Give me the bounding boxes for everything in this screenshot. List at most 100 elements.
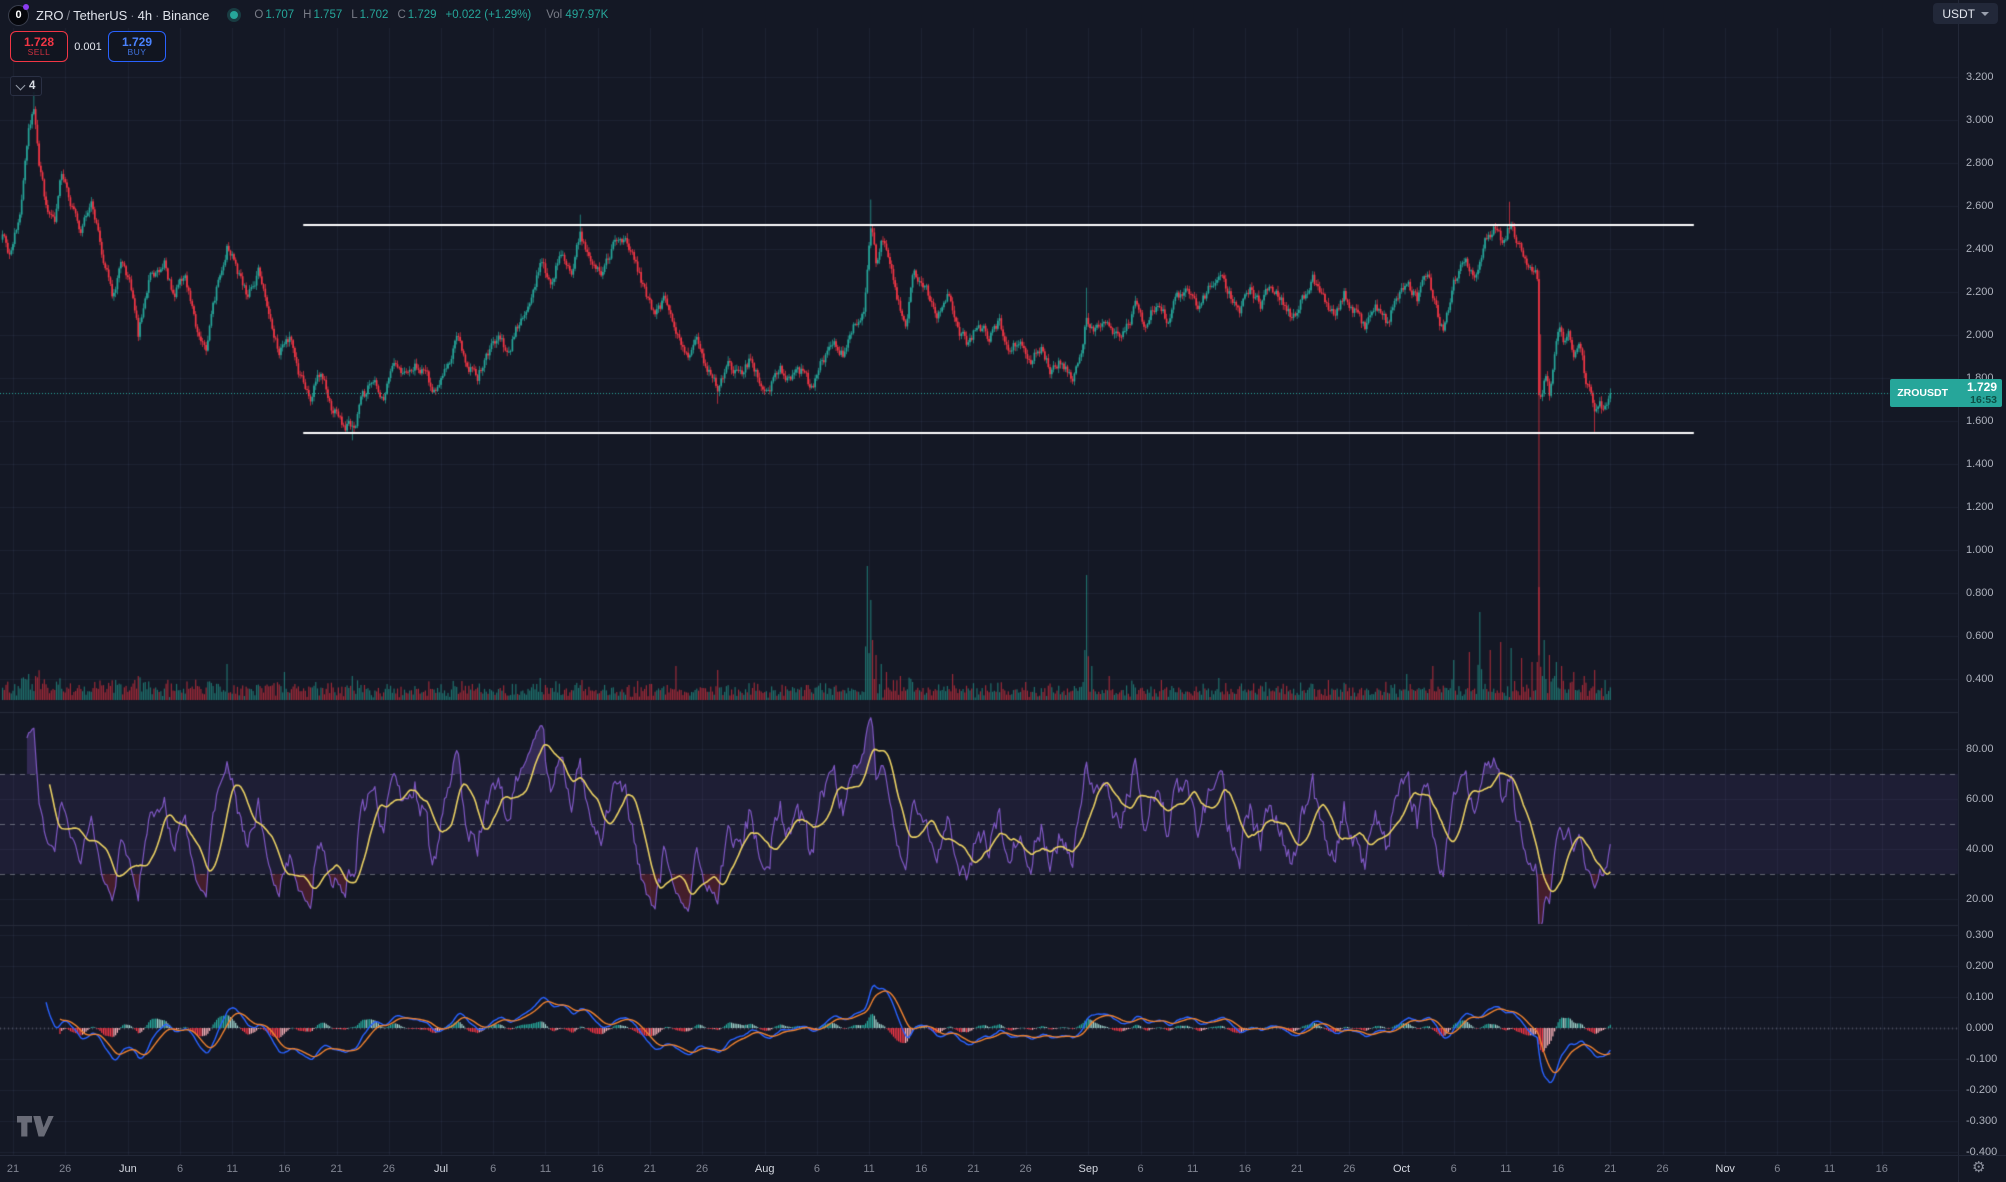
volume-readout: Vol 497.97K [546,9,609,21]
dot-separator: · [130,7,135,23]
time-axis-label: Jun [118,1163,137,1175]
time-axis-label: Jul [434,1163,449,1175]
sell-button[interactable]: 1.728 SELL [10,31,68,62]
time-axis-label: 26 [1656,1163,1669,1175]
pair-name[interactable]: TetherUS [73,7,128,23]
ohlc-low: L 1.702 [351,9,389,21]
time-axis-label: Sep [1078,1163,1099,1175]
price-axis-label: 2.800 [1966,157,1994,169]
macd-axis-label: -0.100 [1966,1053,1998,1065]
time-axis-label: 11 [1823,1163,1836,1175]
sell-label: SELL [27,47,51,58]
time-axis-label: 16 [1551,1163,1565,1175]
symbol-logo-letter: 0 [15,9,22,21]
interval-selector[interactable]: 4h [137,7,153,23]
price-axis-label: 3.200 [1966,71,1994,83]
collapsed-indicators-chip[interactable]: 4 [10,76,43,96]
indicators-count: 4 [29,80,36,92]
price-axis-label: 1.000 [1966,544,1994,556]
time-axis-label: 11 [226,1163,238,1175]
sell-price: 1.728 [23,34,55,49]
gear-icon[interactable]: ⚙ [1972,1159,1986,1176]
badge-symbol: ZROUSDT [1890,379,1955,407]
price-axis-label: 2.400 [1966,243,1994,255]
macd-axis-label: 0.000 [1966,1022,1994,1034]
time-axis-label: 21 [6,1163,20,1175]
price-axis-label: 1.600 [1966,415,1994,427]
time-axis-label: 21 [967,1163,980,1175]
symbol-title[interactable]: ZRO / TetherUS · 4h · Binance [36,8,209,23]
badge-price: 1.729 [1966,380,1997,394]
price-axis-label: 3.000 [1966,114,1994,126]
time-axis-label: Oct [1392,1163,1411,1175]
time-axis-label: 11 [863,1163,875,1175]
time-axis-label: 6 [813,1163,820,1175]
market-status-icon[interactable] [230,11,239,19]
price-change: +0.022 (+1.29%) [445,9,532,21]
time-axis-label: 26 [1019,1163,1032,1175]
macd-axis-label: 0.300 [1966,929,1994,941]
logo-accent-dot [23,3,29,10]
pair-separator: / [66,7,71,23]
badge-countdown: 16:53 [1970,394,1997,406]
price-axis-label: 1.200 [1966,501,1994,513]
time-axis-label: 21 [330,1163,343,1175]
time-axis-label: 16 [1238,1163,1252,1175]
ohlc-open: O 1.707 [254,9,295,21]
axis-corner [1958,1155,2006,1182]
time-axis-label: 21 [1604,1163,1617,1175]
price-axis-label: 2.000 [1966,329,1994,341]
price-axis-label: 2.200 [1966,286,1994,298]
last-price-badge[interactable]: ZROUSDT 1.729 16:53 [1890,379,2002,407]
chevron-down-icon [1981,11,1989,16]
time-axis-label: 21 [1290,1163,1304,1175]
symbol-name[interactable]: ZRO [36,7,64,23]
time-axis-label: 6 [1774,1163,1781,1175]
time-axis-label: 26 [59,1163,72,1175]
macd-axis-label: 0.100 [1966,991,1994,1003]
macd-axis-label: -0.300 [1966,1115,1998,1127]
trade-panel: 1.728 SELL 0.001 1.729 BUY [10,31,166,62]
ohlc-close: C 1.729 [397,9,437,21]
currency-dropdown-label: USDT [1942,6,1975,21]
time-axis-label: 6 [1450,1163,1457,1175]
macd-axis-label: 0.200 [1966,960,1994,972]
time-axis-label: Aug [754,1163,775,1175]
symbol-logo[interactable]: 0 [8,3,29,26]
price-axis-label: 0.600 [1966,630,1994,642]
ohlc-high: H 1.757 [303,9,343,21]
price-axis[interactable]: 3.200 3.000 2.800 2.600 2.400 2.200 2.000 1.800… [1958,0,2006,1158]
dot-separator: · [155,7,160,23]
time-axis-label: 16 [915,1163,928,1175]
price-axis-label: 0.800 [1966,587,1994,599]
time-axis-label: 26 [1343,1163,1356,1175]
time-axis-label: 11 [1187,1163,1199,1175]
price-axis-label: 0.400 [1966,673,1994,685]
spread-value: 0.001 [74,40,102,53]
time-axis-label: 11 [539,1163,552,1175]
macd-axis-label: -0.200 [1966,1084,1998,1096]
time-axis-label: Nov [1715,1163,1735,1175]
time-axis-label: 16 [278,1163,291,1175]
buy-price: 1.729 [121,34,153,49]
symbol-header: 0 ZRO / TetherUS · 4h · Binance O 1.707 H 1.757 … [8,3,608,27]
time-axis-label: 21 [643,1163,656,1175]
rsi-axis-label: 60.00 [1966,793,1994,805]
rsi-axis-label: 80.00 [1966,743,1994,755]
buy-label: BUY [127,47,147,58]
time-axis-label: 26 [382,1163,395,1175]
chevron-down-icon [15,80,26,90]
rsi-axis-label: 40.00 [1966,843,1994,855]
time-axis-label: 16 [1875,1163,1888,1175]
rsi-axis-label: 20.00 [1966,893,1994,905]
price-axis-label: 1.400 [1966,458,1994,470]
buy-button[interactable]: 1.729 BUY [108,31,166,62]
time-axis-label: 6 [176,1163,184,1175]
tradingview-logo-watermark[interactable] [16,1112,54,1147]
time-axis[interactable]: 21 26 Jun 6 11 16 21 26 Jul 6 11 16 21 26 Aug 6 11 16 21 26… [0,1155,1958,1182]
time-axis-label: 6 [1137,1163,1144,1175]
currency-dropdown[interactable]: USDT [1933,3,1998,24]
exchange-name[interactable]: Binance [162,7,210,23]
